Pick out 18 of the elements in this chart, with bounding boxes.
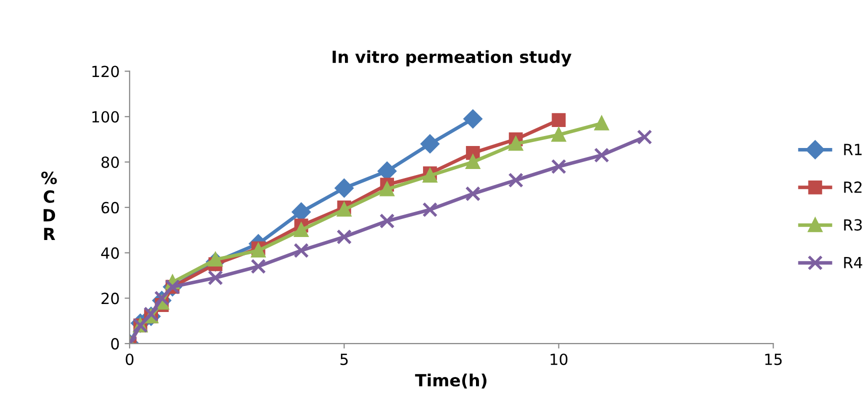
legend-label: R1 <box>844 144 862 156</box>
y-tick-label: 120 <box>92 66 119 78</box>
chart-title: In vitro permeation study <box>332 50 572 66</box>
y-tick-label: 100 <box>92 111 119 123</box>
x-tick-label: 10 <box>550 354 568 366</box>
legend-label: R3 <box>844 219 862 231</box>
y-tick-label: 60 <box>102 202 119 214</box>
y-axis-title: % C D R <box>41 172 57 240</box>
y-tick-label: 20 <box>102 292 119 304</box>
x-tick-label: 15 <box>765 354 782 366</box>
y-tick-label: 80 <box>101 156 119 168</box>
x-tick-label: 5 <box>340 354 348 366</box>
x-axis-title: Time(h) <box>415 374 486 389</box>
y-tick-label: 0 <box>111 338 119 350</box>
y-tick-label: 40 <box>101 247 119 259</box>
legend-label: R2 <box>844 181 862 193</box>
legend-label: R4 <box>844 257 862 268</box>
x-tick-label: 0 <box>126 354 134 366</box>
